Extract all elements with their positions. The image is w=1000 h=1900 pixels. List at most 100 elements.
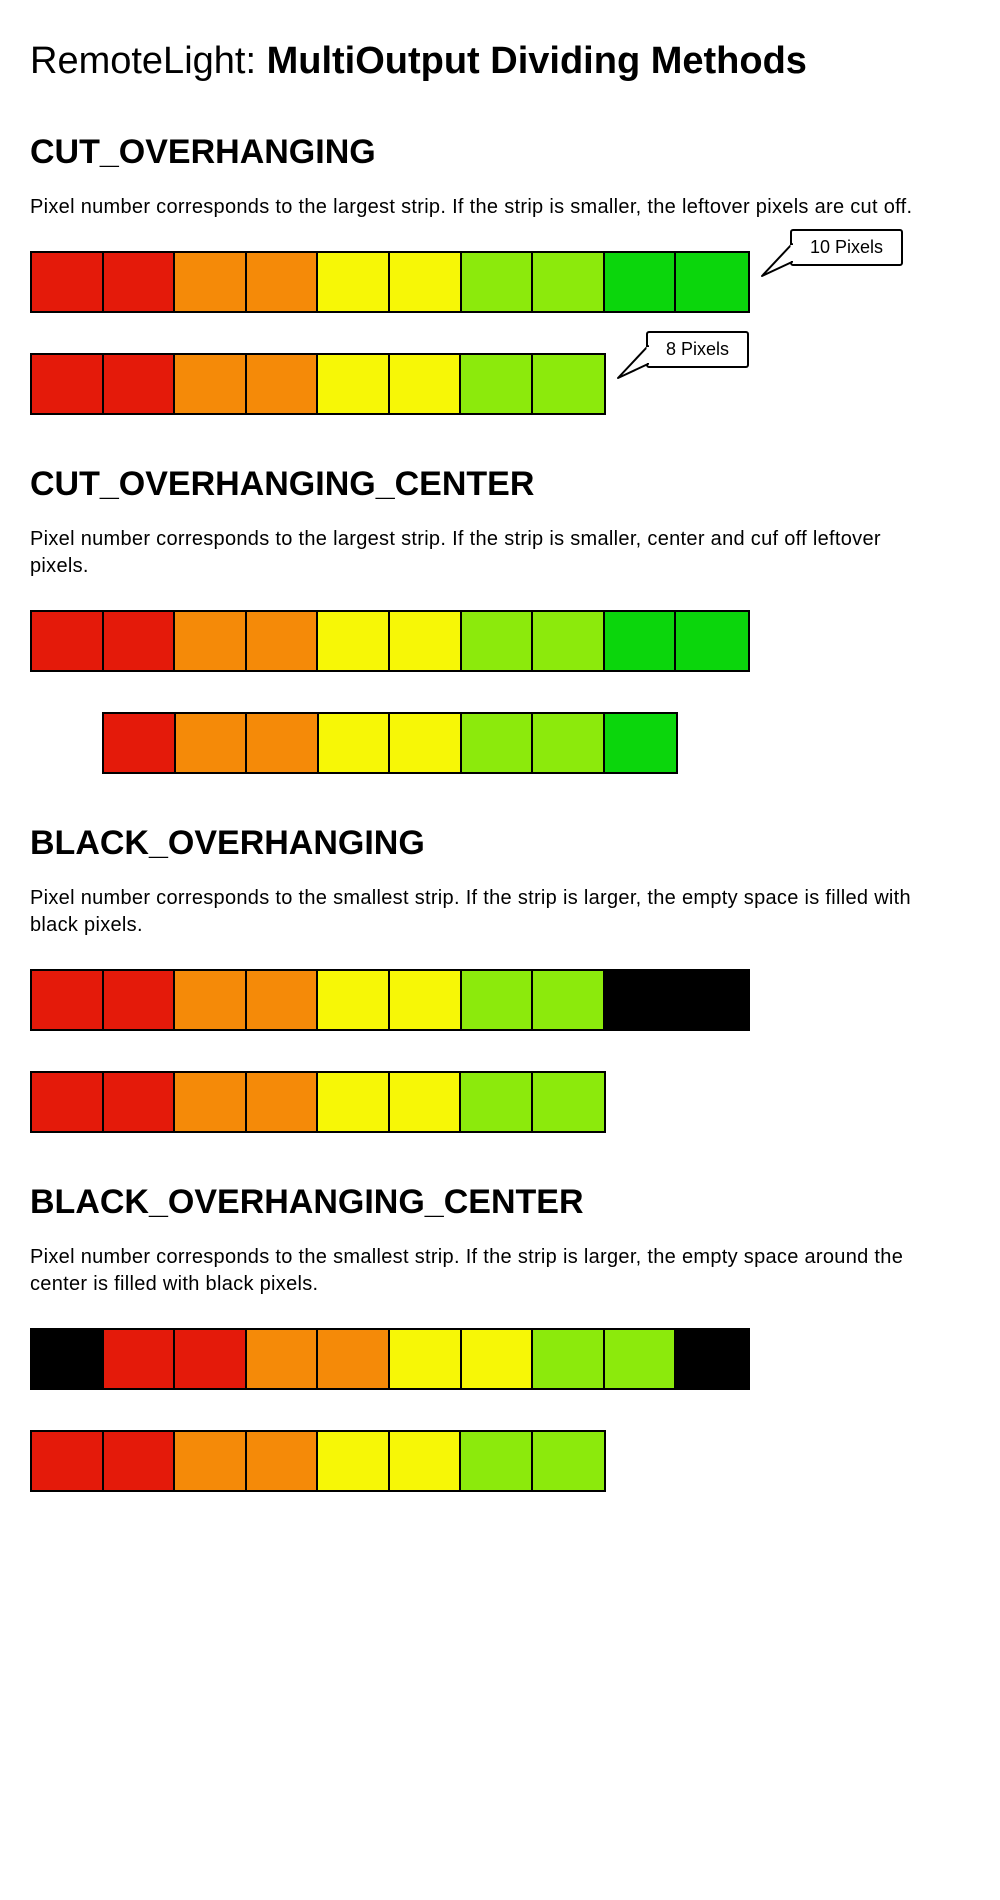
led-cell: [461, 1432, 533, 1490]
strip-wrap: 10 Pixels: [30, 251, 970, 313]
led-strip: [102, 712, 678, 774]
callout-pointer-icon: [614, 340, 660, 384]
led-cell: [247, 714, 319, 772]
led-cell: [32, 1330, 104, 1388]
led-cell: [247, 253, 319, 311]
led-cell: [175, 612, 247, 670]
led-cell: [175, 1330, 247, 1388]
led-cell: [390, 1330, 462, 1388]
led-cell: [175, 1432, 247, 1490]
led-cell: [676, 612, 748, 670]
led-cell: [104, 714, 176, 772]
led-cell: [462, 971, 534, 1029]
led-cell: [605, 1330, 677, 1388]
led-cell: [676, 253, 748, 311]
led-cell: [104, 1330, 176, 1388]
led-cell: [175, 355, 247, 413]
page-title: RemoteLight: MultiOutput Dividing Method…: [30, 40, 970, 83]
led-cell: [104, 355, 176, 413]
led-cell: [318, 971, 390, 1029]
led-cell: [533, 1330, 605, 1388]
led-cell: [676, 1330, 748, 1388]
led-cell: [104, 253, 176, 311]
led-cell: [462, 1330, 534, 1388]
led-cell: [605, 253, 677, 311]
led-cell: [390, 253, 462, 311]
led-cell: [533, 971, 605, 1029]
led-strip: [30, 251, 750, 313]
pixel-count-callout: 10 Pixels: [790, 229, 903, 266]
strip-wrap: [30, 712, 970, 774]
section-description: Pixel number corresponds to the smallest…: [30, 885, 930, 939]
led-cell: [319, 714, 391, 772]
led-strip: [30, 353, 606, 415]
section-description: Pixel number corresponds to the largest …: [30, 526, 930, 580]
led-cell: [461, 1073, 533, 1131]
led-cell: [462, 612, 534, 670]
led-cell: [247, 612, 319, 670]
pixel-count-callout: 8 Pixels: [646, 331, 749, 368]
section-black_overhanging_center: BLACK_OVERHANGING_CENTER Pixel number cor…: [30, 1183, 970, 1492]
led-cell: [533, 1432, 604, 1490]
led-cell: [32, 355, 104, 413]
led-cell: [104, 612, 176, 670]
led-cell: [247, 1432, 319, 1490]
led-cell: [390, 714, 462, 772]
led-cell: [461, 355, 533, 413]
led-strip: [30, 1430, 606, 1492]
led-cell: [533, 1073, 604, 1131]
callout-pointer-icon: [758, 238, 804, 282]
led-cell: [318, 612, 390, 670]
led-cell: [533, 612, 605, 670]
led-cell: [32, 253, 104, 311]
section-heading: BLACK_OVERHANGING: [30, 824, 970, 863]
section-heading: BLACK_OVERHANGING_CENTER: [30, 1183, 970, 1222]
led-cell: [247, 1073, 319, 1131]
strip-wrap: [30, 969, 970, 1031]
section-cut_overhanging: CUT_OVERHANGINGPixel number corresponds …: [30, 133, 970, 415]
led-cell: [104, 971, 176, 1029]
title-main: MultiOutput Dividing Methods: [267, 40, 807, 82]
led-cell: [247, 971, 319, 1029]
led-cell: [318, 355, 390, 413]
section-cut_overhanging_center: CUT_OVERHANGING_CENTER Pixel number corre…: [30, 465, 970, 774]
led-cell: [176, 714, 248, 772]
led-cell: [605, 971, 677, 1029]
led-cell: [32, 1432, 104, 1490]
led-cell: [318, 253, 390, 311]
led-cell: [318, 1432, 390, 1490]
led-cell: [175, 1073, 247, 1131]
led-cell: [462, 714, 534, 772]
section-heading: CUT_OVERHANGING_CENTER: [30, 465, 970, 504]
led-cell: [533, 355, 604, 413]
led-cell: [247, 1330, 319, 1388]
led-strip: [30, 1071, 606, 1133]
led-cell: [462, 253, 534, 311]
led-strip: [30, 969, 750, 1031]
led-cell: [676, 971, 748, 1029]
led-cell: [533, 253, 605, 311]
led-cell: [390, 1073, 462, 1131]
led-cell: [533, 714, 605, 772]
led-cell: [390, 612, 462, 670]
strip-wrap: [30, 1071, 970, 1133]
led-cell: [175, 971, 247, 1029]
section-description: Pixel number corresponds to the smallest…: [30, 1244, 930, 1298]
title-prefix: RemoteLight:: [30, 40, 267, 82]
led-cell: [318, 1073, 390, 1131]
strip-wrap: 8 Pixels: [30, 353, 970, 415]
led-cell: [175, 253, 247, 311]
section-black_overhanging: BLACK_OVERHANGING Pixel number correspond…: [30, 824, 970, 1133]
led-cell: [32, 612, 104, 670]
led-cell: [104, 1073, 176, 1131]
led-cell: [318, 1330, 390, 1388]
strip-wrap: [30, 1328, 970, 1390]
led-strip: [30, 610, 750, 672]
led-cell: [390, 1432, 462, 1490]
strip-wrap: [30, 610, 970, 672]
led-strip: [30, 1328, 750, 1390]
section-heading: CUT_OVERHANGING: [30, 133, 970, 172]
led-cell: [390, 971, 462, 1029]
led-cell: [32, 1073, 104, 1131]
led-cell: [390, 355, 462, 413]
